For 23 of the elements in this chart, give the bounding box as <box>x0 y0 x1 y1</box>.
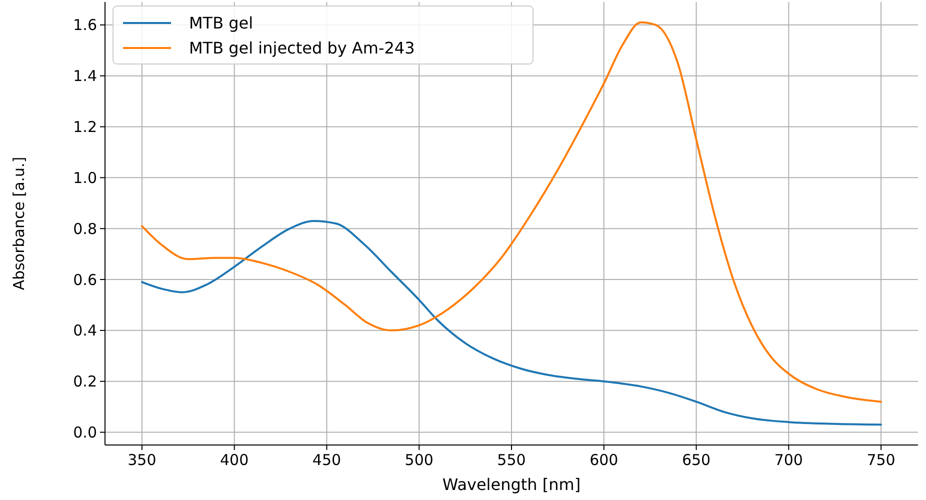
x-tick-label: 500 <box>404 451 434 469</box>
x-tick-label: 350 <box>128 451 156 469</box>
legend-label: MTB gel <box>189 14 254 33</box>
x-tick-label: 750 <box>866 451 896 469</box>
x-axis-title: Wavelength [nm] <box>442 475 581 494</box>
y-tick-label: 0.8 <box>73 220 97 238</box>
y-tick-label: 1.0 <box>73 168 97 187</box>
y-tick-label: 1.6 <box>73 16 97 34</box>
x-tick-label: 600 <box>590 451 618 469</box>
x-tick-label: 650 <box>682 451 711 469</box>
y-tick-label: 1.2 <box>73 118 97 136</box>
x-tick-label: 400 <box>220 451 249 469</box>
line-series <box>140 220 882 426</box>
y-tick-label: 0.2 <box>73 372 97 391</box>
y-tick-label: 1.4 <box>73 67 97 86</box>
legend-label: MTB gel injected by Am-243 <box>189 38 415 58</box>
x-tick-label: 450 <box>312 451 342 469</box>
y-tick-label: 0.6 <box>73 270 97 289</box>
y-axis-title: Absorbance [a.u.] <box>10 156 28 290</box>
x-tick-label: 700 <box>774 451 803 469</box>
y-tick-label: 0.0 <box>73 424 97 442</box>
x-tick-label: 550 <box>497 451 526 469</box>
y-tick-label: 0.4 <box>73 322 97 340</box>
